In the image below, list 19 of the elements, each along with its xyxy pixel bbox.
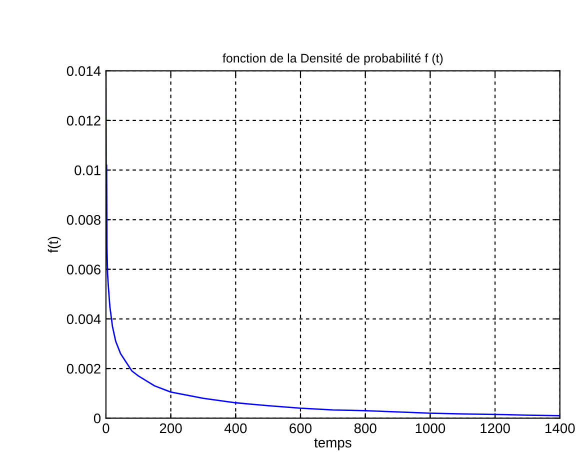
x-tick-label: 1000	[416, 423, 446, 434]
x-tick-label: 1200	[480, 423, 510, 434]
y-tick-label: 0.002	[66, 364, 100, 374]
y-tick-label: 0.012	[66, 116, 100, 126]
y-tick-label: 0	[94, 413, 101, 424]
x-tick-label: 1400	[546, 423, 575, 434]
y-tick-label: 0.014	[66, 66, 101, 76]
x-tick-label: 0	[102, 423, 110, 434]
y-tick-label: 0.008	[66, 215, 100, 225]
x-tick-label: 600	[290, 423, 312, 434]
x-tick-label: 800	[354, 423, 376, 434]
y-tick-label: 0.004	[66, 314, 101, 324]
x-tick-label: 200	[160, 423, 182, 434]
y-axis-title: f(t)	[48, 236, 61, 253]
y-tick-label: 0.006	[66, 264, 100, 274]
chart-title: fonction de la Densité de probabilité f (t)	[222, 53, 443, 66]
x-tick-label: 400	[224, 423, 247, 434]
x-axis-title: temps	[314, 438, 352, 450]
y-tick-label: 0.01	[74, 165, 100, 176]
